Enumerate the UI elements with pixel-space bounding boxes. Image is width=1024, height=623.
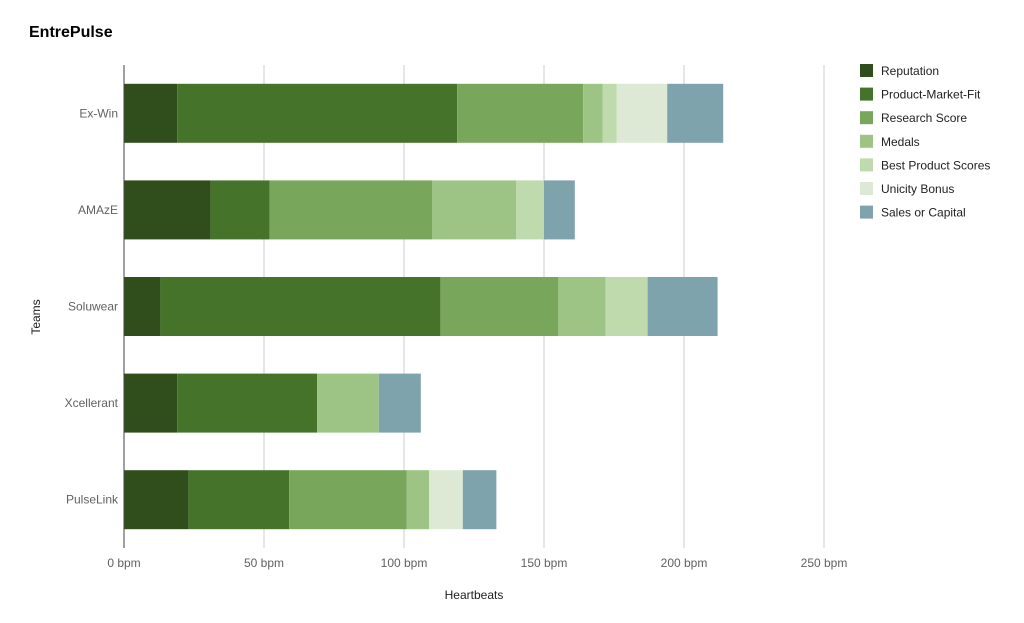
legend-swatch: [860, 87, 873, 101]
x-tick-label: 250 bpm: [801, 556, 848, 570]
bar-segment[interactable]: [124, 83, 178, 143]
x-axis-title: Heartbeats: [445, 588, 504, 602]
legend-label: Medals: [881, 135, 920, 149]
bar-segment[interactable]: [378, 373, 421, 433]
bar-segment[interactable]: [432, 180, 516, 240]
legend-swatch: [860, 158, 873, 172]
bars: [124, 83, 724, 530]
bar-segment[interactable]: [317, 373, 379, 433]
category-label: Xcellerant: [65, 396, 119, 410]
bar-segment[interactable]: [124, 470, 189, 530]
y-axis-title: Teams: [29, 299, 43, 334]
chart-title: EntrePulse: [29, 24, 113, 41]
legend-swatch: [860, 134, 873, 148]
legend-swatch: [860, 205, 873, 219]
x-tick-labels: 0 bpm 50 bpm 100 bpm 150 bpm 200 bpm 250 bpm: [107, 556, 847, 570]
bar-segment[interactable]: [602, 83, 617, 143]
legend-swatch: [860, 64, 873, 77]
bar-segment[interactable]: [457, 83, 584, 143]
bar-segment[interactable]: [160, 277, 441, 336]
bar-segment[interactable]: [440, 277, 558, 336]
bar-segment[interactable]: [605, 277, 648, 336]
legend-label: Product-Market-Fit: [881, 88, 981, 102]
category-label: PulseLink: [66, 493, 119, 507]
bar-segment[interactable]: [269, 180, 432, 240]
x-tick-label: 200 bpm: [661, 556, 708, 570]
bar-segment[interactable]: [177, 83, 458, 143]
legend: Reputation Product-Market-Fit Research Sco…: [860, 64, 990, 220]
bar-segment[interactable]: [558, 277, 606, 336]
legend-label: Best Product Scores: [881, 158, 990, 172]
legend-swatch: [860, 182, 873, 195]
legend-label: Unicity Bonus: [881, 182, 954, 196]
bar-segment[interactable]: [124, 277, 161, 336]
bar-segment[interactable]: [124, 373, 178, 433]
bar-segment[interactable]: [544, 180, 575, 240]
bar-segment[interactable]: [616, 83, 668, 143]
bar-segment[interactable]: [583, 83, 603, 143]
category-label: Soluwear: [68, 300, 118, 314]
bar-segment[interactable]: [406, 470, 430, 530]
x-tick-label: 50 bpm: [244, 556, 284, 570]
x-tick-label: 0 bpm: [107, 556, 140, 570]
x-tick-label: 100 bpm: [381, 556, 428, 570]
bar-segment[interactable]: [667, 83, 724, 143]
category-label: AMAzE: [78, 203, 118, 217]
bar-segment[interactable]: [177, 373, 318, 433]
bar-segment[interactable]: [124, 180, 211, 240]
bar-segment[interactable]: [289, 470, 407, 530]
legend-swatch: [860, 111, 873, 125]
category-label: Ex-Win: [79, 106, 118, 120]
legend-label: Reputation: [881, 64, 939, 78]
legend-label: Research Score: [881, 111, 967, 125]
x-tick-label: 150 bpm: [521, 556, 568, 570]
bar-segment[interactable]: [429, 470, 463, 530]
bar-segment[interactable]: [210, 180, 270, 240]
bar-segment[interactable]: [188, 470, 290, 530]
category-labels: Ex-Win AMAzE Soluwear Xcellerant PulseLink: [65, 106, 119, 506]
legend-label: Sales or Capital: [881, 206, 966, 220]
bar-segment[interactable]: [462, 470, 497, 530]
bar-segment[interactable]: [516, 180, 544, 240]
bar-segment[interactable]: [647, 277, 718, 336]
